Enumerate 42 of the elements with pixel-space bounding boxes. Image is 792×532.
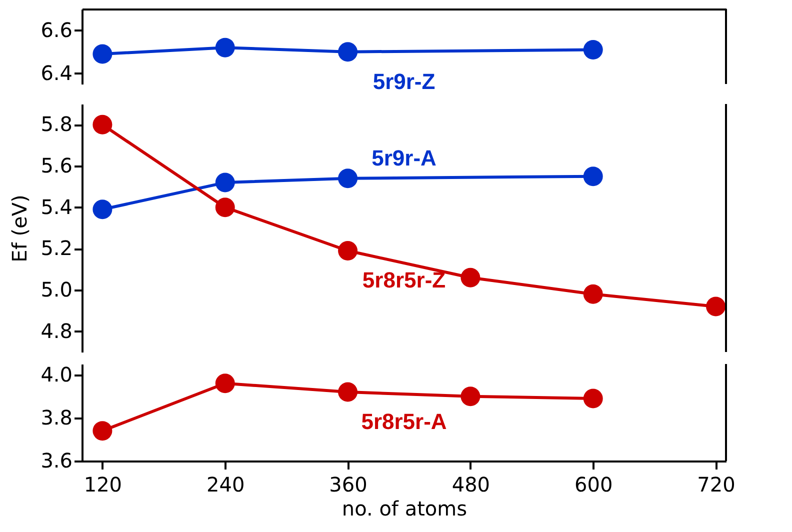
x-tick-label: 720: [697, 472, 736, 496]
point: [338, 42, 358, 62]
x-tick-label: 600: [574, 472, 613, 496]
series-label: 5r9r-A: [372, 145, 437, 170]
y-tick-label: 5.8: [40, 112, 72, 136]
point: [338, 168, 358, 188]
point: [92, 421, 112, 441]
point: [92, 114, 112, 134]
x-tick-label: 120: [84, 472, 122, 496]
point: [706, 296, 726, 316]
x-tick-label: 240: [206, 472, 245, 496]
point: [460, 386, 480, 406]
point: [583, 166, 603, 186]
point: [215, 198, 235, 218]
y-tick-label: 4.0: [40, 362, 72, 386]
y-tick-label: 5.2: [40, 236, 72, 260]
point: [460, 268, 480, 288]
y-tick-label: 5.6: [40, 154, 72, 178]
x-tick-label: 480: [452, 472, 490, 496]
point: [215, 38, 235, 58]
y-tick-label: 6.4: [40, 60, 72, 85]
point: [583, 40, 603, 60]
y-tick-label: 3.8: [40, 405, 72, 430]
x-tick-label: 360: [329, 472, 368, 496]
y-tick-label: 3.6: [40, 448, 72, 472]
series-label: 5r8r5r-Z: [362, 268, 446, 293]
y-tick-label: 6.6: [40, 18, 72, 42]
point: [583, 284, 603, 304]
y-tick-label: 5.0: [40, 278, 72, 302]
y-tick-label: 5.4: [40, 194, 72, 219]
point: [215, 172, 235, 192]
series-label: 5r8r5r-A: [361, 409, 447, 434]
x-axis-title: no. of atoms: [342, 496, 468, 520]
y-axis-title: Ef (eV): [8, 194, 32, 262]
point: [338, 382, 358, 402]
series-label: 5r9r-Z: [372, 68, 436, 94]
y-tick-label: 4.8: [40, 318, 72, 343]
point: [215, 374, 235, 394]
point: [92, 44, 112, 64]
point: [338, 241, 358, 260]
point: [583, 388, 603, 408]
point: [92, 200, 112, 220]
